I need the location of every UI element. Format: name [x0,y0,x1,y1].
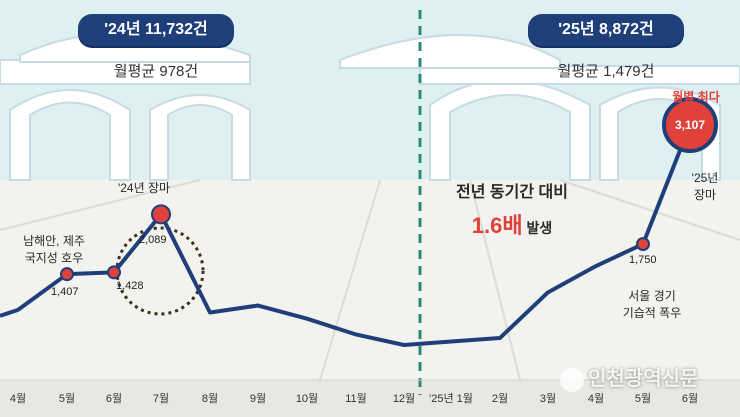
x-tick-label: '25년 1월 [429,393,473,405]
comparison-ratio: 1.6배 발생 [432,208,592,240]
data-label: 2,089 [139,234,167,247]
data-label: 1,750 [629,254,657,267]
x-tick-label: 4월 [587,393,605,405]
left-total-pill: '24년 11,732건 [78,14,234,46]
x-tick-label: 7월 [152,393,170,405]
x-tick-label: 5월 [58,393,76,405]
data-point [636,237,650,252]
right-total-pill: '25년 8,872건 [528,14,684,46]
watermark-text: 인천광역신문 [588,368,699,390]
watermark-logo-icon [560,367,584,392]
data-label: 3,107 [674,118,706,132]
x-tick-label: 2월 [491,393,509,405]
monthly-max-badge: 월별 최다 [672,90,720,104]
rain24-note: '24년 장마 [117,181,171,195]
ratio-suffix: 발생 [526,220,553,236]
x-tick-label: 12월 [392,393,416,405]
south-rain-note: 남해안, 제주 국지성 호우 [23,234,85,265]
data-points [60,97,718,282]
watermark: 인천광역신문 [560,362,730,392]
x-tick-label: 9월 [249,393,267,405]
ratio-value: 1.6배 [471,213,523,238]
seoul-rain-note: 서울 경기 기습적 폭우 [622,289,682,320]
x-tick-label: 6월 [681,393,699,405]
comparison-title: 전년 동기간 대비 [456,184,568,201]
x-tick-label: 10월 [295,393,319,405]
left-average: 월평균 978건 [113,63,199,80]
rain25-note: '25년 장마 [691,171,719,202]
right-average: 월평균 1,479건 [557,63,655,80]
data-point [662,97,718,153]
data-point [151,204,171,225]
x-tick-label: 11월 [345,393,367,405]
x-tick-label: 3월 [539,393,557,405]
x-tick-label: 8월 [201,393,219,405]
data-point [107,265,121,280]
series-line [0,124,692,347]
x-tick-label: 6월 [105,393,123,405]
data-label: 1,407 [51,286,79,299]
data-label: 1,428 [116,280,144,293]
x-tick-label: 5월 [634,393,652,405]
x-tick-label: 4월 [9,393,27,405]
data-point [60,267,74,282]
